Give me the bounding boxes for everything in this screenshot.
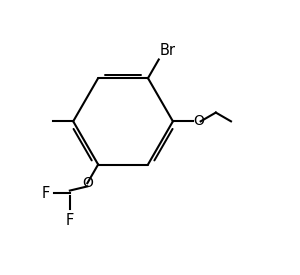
Text: Br: Br: [160, 43, 176, 58]
Text: F: F: [66, 213, 74, 229]
Text: O: O: [82, 176, 93, 190]
Text: O: O: [194, 114, 205, 128]
Text: F: F: [41, 186, 50, 201]
